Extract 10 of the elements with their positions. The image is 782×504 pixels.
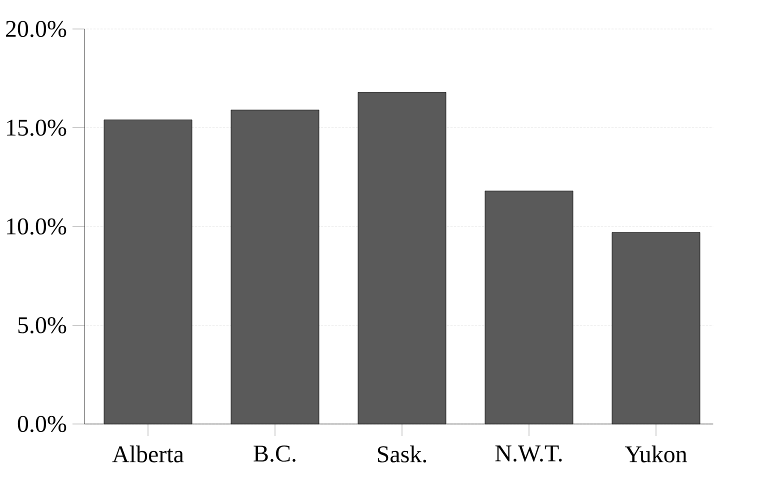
x-tick-label: N.W.T. bbox=[495, 446, 562, 462]
x-tick-label: B.C. bbox=[254, 446, 296, 462]
y-tick-label: 5.0% bbox=[18, 317, 66, 334]
x-tick-label: Alberta bbox=[112, 446, 184, 462]
x-tick-label: Yukon bbox=[624, 446, 687, 462]
y-tick-label: 20.0% bbox=[6, 20, 66, 38]
x-tick-label: Sask. bbox=[378, 446, 426, 463]
y-tick-label: 15.0% bbox=[7, 120, 66, 136]
y-tick-label: 0.0% bbox=[18, 416, 66, 432]
y-tick-label: 10.0% bbox=[7, 218, 66, 235]
